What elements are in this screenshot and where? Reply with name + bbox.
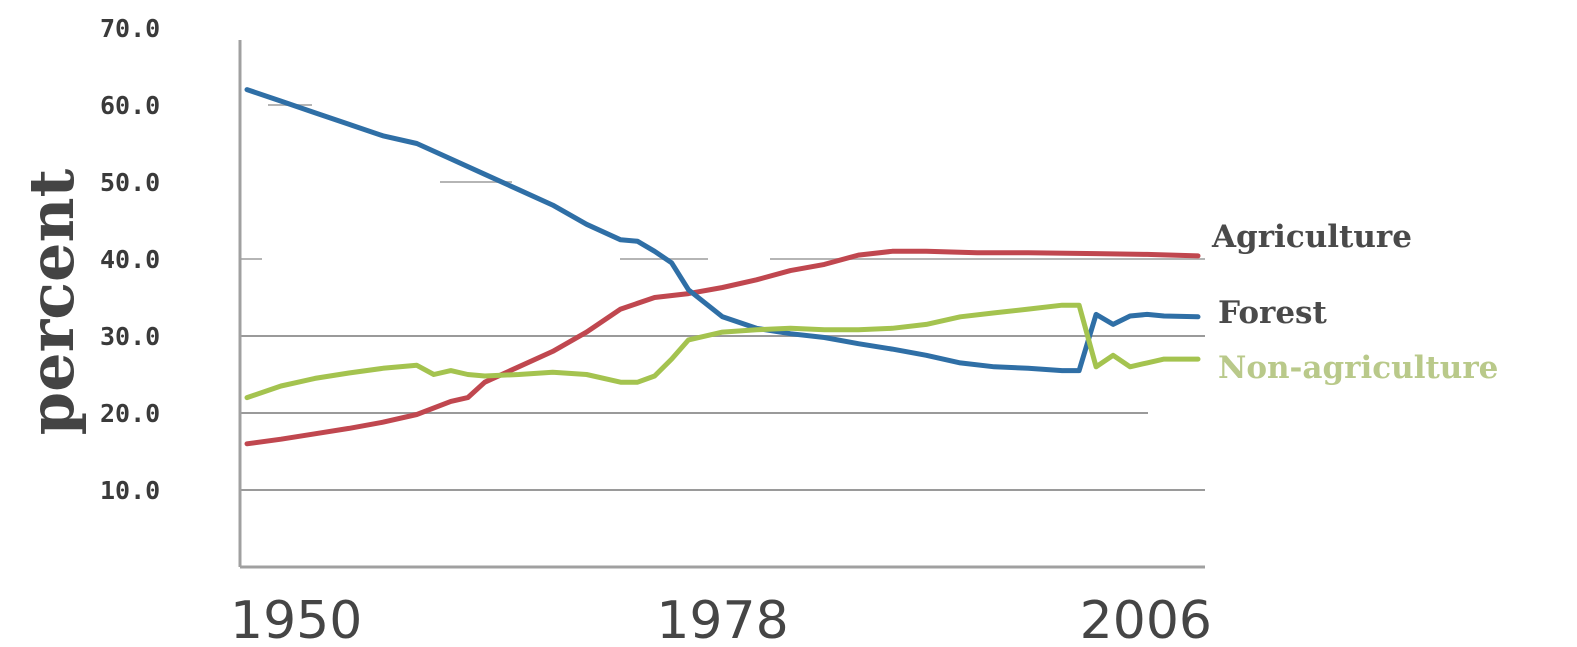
- legend-label-agriculture: Agriculture: [1211, 219, 1412, 255]
- y-tick-label: 20.0: [100, 399, 160, 428]
- y-tick-label: 70.0: [100, 14, 160, 43]
- x-tick-labels: 1950 1978 2006: [230, 591, 1212, 647]
- y-tick-labels: 10.0 20.0 30.0 40.0 50.0 60.0 70.0: [100, 14, 160, 505]
- gridlines: [240, 335, 1205, 491]
- series-lines: [244, 87, 1201, 447]
- series-line-non-agriculture: [244, 302, 1201, 401]
- legend-label-forest: Forest: [1218, 295, 1327, 331]
- legend-label-non-agriculture: Non-agriculture: [1218, 350, 1498, 386]
- x-tick-label: 2006: [1080, 591, 1212, 647]
- x-tick-label: 1978: [656, 591, 788, 647]
- y-axis-label: percent: [15, 168, 88, 435]
- y-tick-label: 60.0: [100, 91, 160, 120]
- y-tick-label: 40.0: [100, 245, 160, 274]
- chart-decorations: [240, 104, 1205, 260]
- series-line-agriculture: [244, 248, 1201, 447]
- x-tick-label: 1950: [230, 591, 362, 647]
- series-line-forest: [244, 87, 1201, 374]
- legend: Agriculture Forest Non-agriculture: [1211, 219, 1498, 386]
- y-tick-label: 10.0: [100, 476, 160, 505]
- y-tick-label: 30.0: [100, 322, 160, 351]
- y-tick-label: 50.0: [100, 168, 160, 197]
- axes: [238, 40, 1205, 569]
